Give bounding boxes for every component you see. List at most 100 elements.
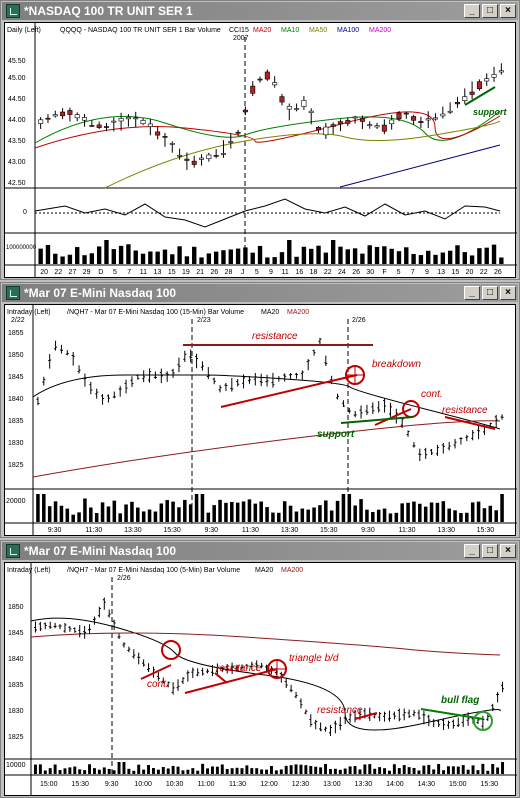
x-tick-label: 12:00 bbox=[260, 781, 278, 788]
x-tick-label: 9:30 bbox=[361, 527, 375, 534]
volume-bar bbox=[404, 247, 409, 264]
volume-bar bbox=[200, 494, 205, 522]
volume-bar bbox=[422, 765, 426, 774]
x-tick-label: 18 bbox=[310, 269, 318, 276]
volume-bar bbox=[212, 505, 216, 522]
volume-bar bbox=[137, 764, 141, 774]
volume-bar bbox=[111, 249, 116, 264]
price-bar bbox=[447, 110, 453, 113]
volume-bar bbox=[33, 764, 37, 774]
price-bar bbox=[345, 120, 351, 124]
volume-bar bbox=[118, 245, 124, 264]
minimize-button[interactable]: _ bbox=[464, 4, 480, 18]
15min-chart-svg: Intraday (Left) /NQH7 - Mar 07 E-Mini Na… bbox=[5, 305, 517, 535]
x-tick-label: 11:30 bbox=[229, 781, 246, 788]
maximize-button[interactable]: □ bbox=[482, 4, 498, 18]
volume-bar bbox=[423, 506, 428, 522]
price-bar bbox=[308, 110, 314, 113]
volume-bar bbox=[165, 500, 169, 522]
volume-bar bbox=[455, 245, 460, 264]
close-button[interactable]: × bbox=[500, 544, 516, 558]
minimize-button[interactable]: _ bbox=[464, 544, 480, 558]
volume-bar bbox=[243, 247, 248, 264]
volume-bars bbox=[38, 240, 504, 264]
chart-panel[interactable]: Intraday (Left) /NQH7 - Mar 07 E-Mini Na… bbox=[4, 304, 517, 536]
volume-bar bbox=[328, 769, 332, 774]
x-tick-label: 20 bbox=[40, 269, 48, 276]
continuation-circle bbox=[161, 640, 181, 660]
price-bar bbox=[155, 131, 161, 136]
volume-bar bbox=[67, 254, 73, 264]
x-tick-label: 22 bbox=[324, 269, 332, 276]
volume-bar bbox=[240, 768, 244, 774]
volume-bar bbox=[38, 764, 42, 774]
volume-bar bbox=[383, 768, 387, 774]
volume-bar bbox=[265, 507, 269, 522]
maximize-button[interactable]: □ bbox=[482, 286, 498, 300]
volume-bar bbox=[374, 246, 380, 264]
close-button[interactable]: × bbox=[500, 286, 516, 300]
maximize-button[interactable]: □ bbox=[482, 544, 498, 558]
volume-bar bbox=[271, 512, 275, 522]
price-bar bbox=[67, 110, 73, 115]
volume-bar bbox=[484, 247, 489, 264]
ma20-line bbox=[30, 617, 501, 731]
price-bar bbox=[257, 78, 263, 81]
x-axis: 20 22 27 29 D 5 7 11 13 15 19 21 26 28 J 5 9 11 16 18 22 24 26… bbox=[40, 269, 502, 276]
y-tick: 1855 bbox=[8, 330, 24, 337]
y-tick: 45.00 bbox=[8, 75, 26, 82]
daily-chart-window: *NASDAQ 100 TR UNIT SER 1 _ □ × Daily (L… bbox=[0, 0, 520, 280]
price-bar bbox=[367, 124, 373, 126]
x-tick-label: D bbox=[98, 269, 103, 276]
x-axis: 15:00 15:30 9:30 10:00 10:30 11:00 11:30 12:00 1… bbox=[40, 781, 498, 788]
minimize-button[interactable]: _ bbox=[464, 286, 480, 300]
volume-bar bbox=[470, 502, 475, 522]
price-bar bbox=[74, 114, 80, 119]
volume-bar bbox=[133, 250, 138, 264]
bull-flag-circle bbox=[473, 711, 493, 731]
y-tick: 1830 bbox=[8, 708, 24, 715]
volume-bar bbox=[347, 494, 352, 522]
title-bar[interactable]: *Mar 07 E-Mini Nasdaq 100 _ □ × bbox=[2, 542, 518, 560]
price-bar bbox=[418, 121, 424, 123]
volume-bar bbox=[330, 240, 336, 264]
chart-panel[interactable]: Intraday (Left) /NQH7 - Mar 07 E-Mini Na… bbox=[4, 562, 517, 796]
price-bars bbox=[36, 337, 504, 462]
volume-bar bbox=[247, 499, 252, 522]
volume-bar bbox=[397, 768, 401, 774]
price-bar bbox=[264, 71, 270, 80]
x-tick-label: 15 bbox=[451, 269, 459, 276]
year-label: 2007 bbox=[233, 35, 249, 42]
title-bar[interactable]: *NASDAQ 100 TR UNIT SER 1 _ □ × bbox=[2, 2, 518, 20]
volume-bar bbox=[177, 246, 182, 264]
volume-bar bbox=[147, 764, 151, 774]
price-bar bbox=[484, 78, 490, 82]
volume-bar bbox=[269, 766, 273, 774]
price-bar bbox=[433, 117, 439, 120]
chart-panel[interactable]: Daily (Left) QQQQ - NASDAQ 100 TR UNIT S… bbox=[4, 22, 517, 278]
x-tick-label: 9 bbox=[269, 269, 273, 276]
volume-bar bbox=[257, 245, 263, 264]
title-bar[interactable]: *Mar 07 E-Mini Nasdaq 100 _ □ × bbox=[2, 284, 518, 302]
volume-bar bbox=[73, 766, 77, 774]
close-button[interactable]: × bbox=[500, 4, 516, 18]
x-tick-label: 11:30 bbox=[85, 527, 102, 534]
volume-bar bbox=[171, 501, 175, 522]
volume-bar bbox=[300, 508, 305, 522]
indicator-ma20: MA20 bbox=[255, 567, 273, 574]
x-tick-label: 24 bbox=[338, 269, 346, 276]
resistance-label: resistance bbox=[216, 663, 262, 674]
volume-bar bbox=[343, 768, 347, 774]
volume-bar bbox=[476, 770, 480, 774]
y-tick: 1830 bbox=[8, 440, 24, 447]
price-bars bbox=[33, 597, 505, 736]
bull-flag-label: bull flag bbox=[441, 695, 479, 706]
date-label: 2/22 bbox=[11, 317, 25, 324]
volume-bar bbox=[466, 769, 470, 774]
volume-bar bbox=[151, 767, 155, 774]
indicator-ma50: MA50 bbox=[309, 27, 327, 34]
x-tick-label: 9 bbox=[425, 269, 429, 276]
volume-bar bbox=[491, 244, 497, 264]
indicator-ma200: MA200 bbox=[369, 27, 391, 34]
volume-bar bbox=[456, 766, 460, 774]
